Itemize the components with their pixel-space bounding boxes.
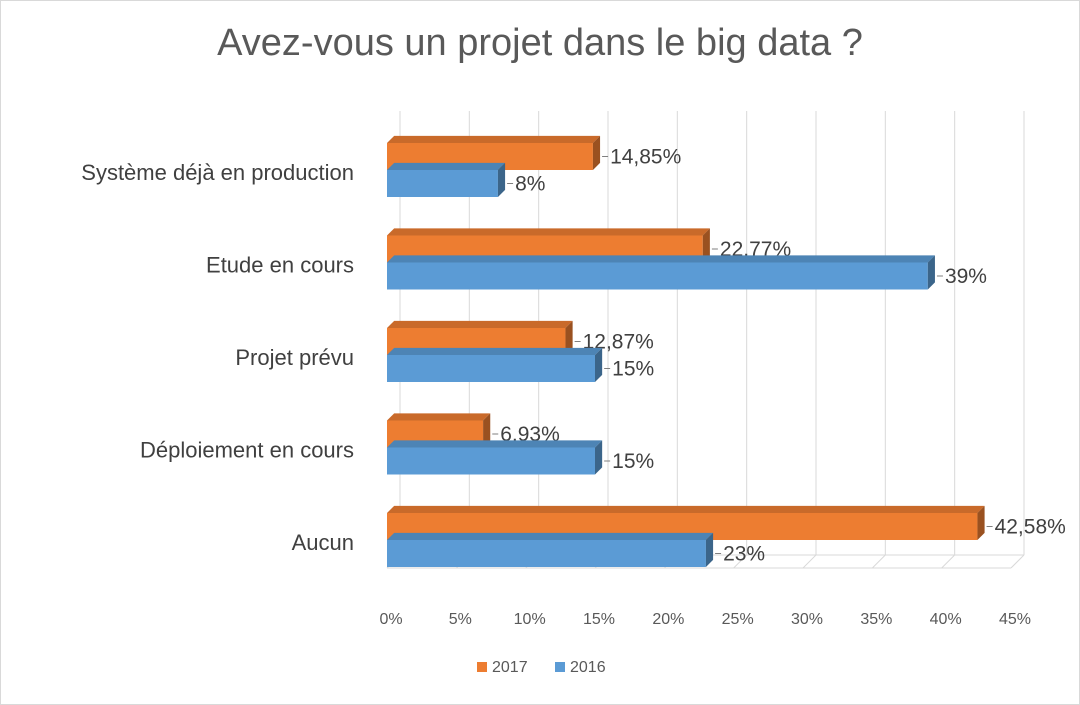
bar-top-2017 <box>387 135 601 143</box>
data-label-2016: 15% <box>612 358 654 381</box>
legend-swatch-2016 <box>555 662 565 672</box>
bar-top-2016 <box>387 532 714 540</box>
data-label-2016: 8% <box>515 173 545 196</box>
bar-side-2017 <box>565 320 573 355</box>
bar-top-2016 <box>387 440 603 448</box>
x-tick-label: 35% <box>860 611 892 628</box>
bar-top-2016 <box>387 255 935 263</box>
category-label: Projet prévu <box>235 345 354 370</box>
bar-top-2017 <box>387 413 491 421</box>
x-tick-label: 0% <box>379 611 402 628</box>
bar-side-2016 <box>705 532 714 567</box>
data-label-2017: 22,77% <box>720 238 791 261</box>
bar-top-2017 <box>387 228 710 236</box>
bar-2016 <box>387 447 595 475</box>
data-label-2016: 39% <box>945 265 987 288</box>
bar-side-2017 <box>977 505 985 540</box>
x-tick-label: 15% <box>583 611 615 628</box>
x-tick-label: 30% <box>791 611 823 628</box>
legend-label-2016: 2016 <box>570 659 606 676</box>
bar-side-2017 <box>592 135 601 170</box>
gridline-floor <box>802 554 817 569</box>
bar-top-2017 <box>387 320 573 328</box>
category-label: Système déjà en production <box>81 160 354 185</box>
category-label: Déploiement en cours <box>140 438 354 463</box>
x-tick-label: 45% <box>999 611 1031 628</box>
bar-2016 <box>387 262 928 290</box>
x-tick-label: 40% <box>930 611 962 628</box>
chart-title: Avez-vous un projet dans le big data ? <box>217 22 863 64</box>
gridline-floor <box>871 554 886 569</box>
bar-side-2016 <box>595 440 603 475</box>
bar-side-2016 <box>927 255 935 290</box>
data-label-2017: 12,87% <box>583 331 654 354</box>
x-tick-label: 5% <box>449 611 472 628</box>
data-label-2017: 6,93% <box>500 423 560 446</box>
legend-label-2017: 2017 <box>492 659 528 676</box>
gridline-floor <box>941 554 956 569</box>
data-label-2016: 15% <box>612 450 654 473</box>
bar-side-2017 <box>483 413 491 448</box>
data-label-2016: 23% <box>723 543 765 566</box>
data-label-2017: 14,85% <box>610 146 681 169</box>
bar-top-2016 <box>387 347 603 355</box>
bar-top-2017 <box>387 505 985 513</box>
bar-2016 <box>387 170 498 197</box>
bar-side-2016 <box>595 347 603 382</box>
gridline-floor <box>733 554 748 569</box>
bar-top-2016 <box>387 162 506 170</box>
gridline-floor <box>1010 554 1025 569</box>
bar-2016 <box>387 540 706 567</box>
legend-swatch-2017 <box>477 662 487 672</box>
bar-2016 <box>387 355 595 382</box>
data-label-2017: 42,58% <box>995 516 1066 539</box>
category-label: Aucun <box>292 530 354 555</box>
bar-side-2016 <box>497 162 506 197</box>
x-tick-label: 25% <box>722 611 754 628</box>
x-tick-label: 20% <box>652 611 684 628</box>
category-label: Etude en cours <box>206 253 354 278</box>
x-tick-label: 10% <box>514 611 546 628</box>
bar-side-2017 <box>702 228 710 263</box>
